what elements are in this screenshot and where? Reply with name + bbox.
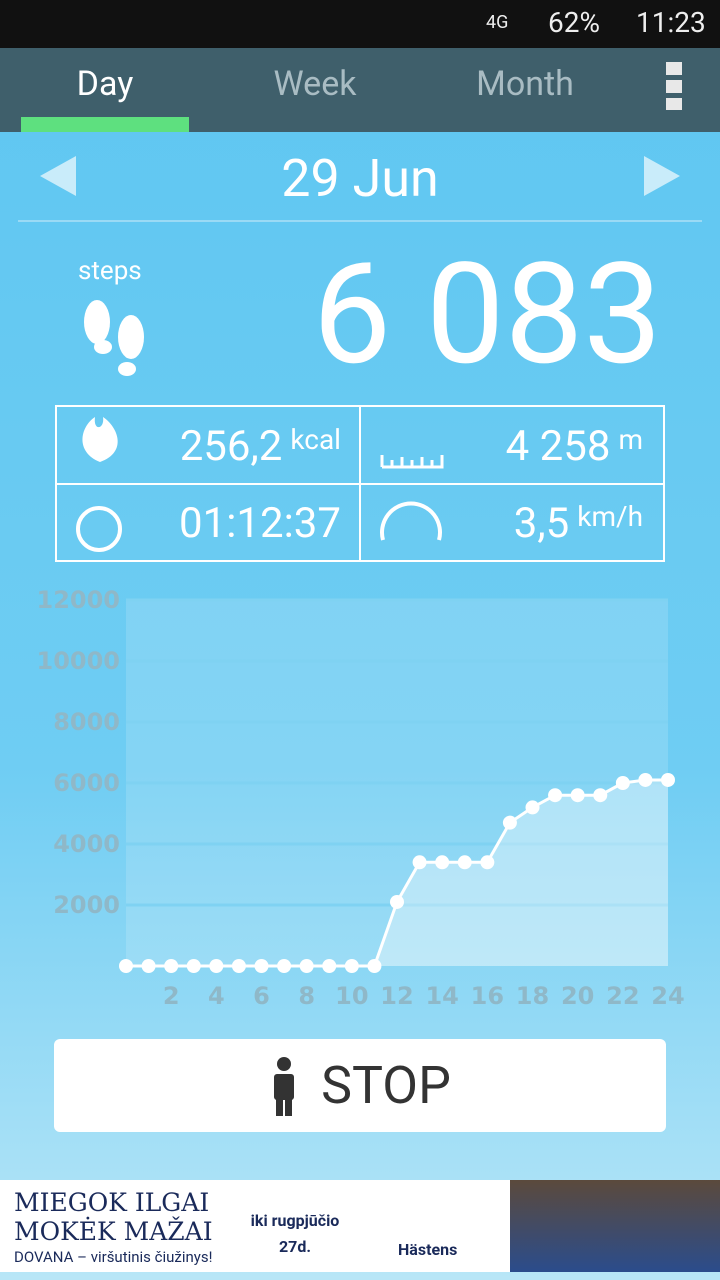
ruler-icon <box>380 455 444 469</box>
x-tick-label: 2 <box>163 982 180 1010</box>
person-icon <box>274 1056 295 1116</box>
point <box>299 959 314 973</box>
x-tick-label: 22 <box>606 982 639 1010</box>
point <box>277 959 292 973</box>
ad-brand: Hästens <box>398 1240 458 1259</box>
point <box>435 855 450 870</box>
stat-value: 256,2 <box>179 421 283 471</box>
steps-value: 6 083 <box>312 233 662 397</box>
date: 29 Jun <box>281 148 439 209</box>
point <box>570 788 585 803</box>
tab[interactable]: Month <box>476 64 574 104</box>
timer-icon <box>76 506 122 552</box>
x-tick-label: 10 <box>335 982 368 1010</box>
x-tick-label: 16 <box>471 982 504 1010</box>
x-tick-label: 8 <box>298 982 315 1010</box>
point <box>254 959 269 973</box>
stat: 3,5 km/h <box>359 484 663 562</box>
y-tick-label: 12000 <box>37 586 121 614</box>
stat: 01:12:37 <box>57 484 361 562</box>
ad-image <box>510 1180 720 1272</box>
x-tick-label: 24 <box>651 982 684 1010</box>
prev-button[interactable] <box>40 156 76 196</box>
stat: 256,2 kcal <box>57 407 361 485</box>
tab-bar: Day Week Month <box>0 48 720 132</box>
point <box>367 959 382 973</box>
point <box>615 776 630 790</box>
divider <box>57 483 663 485</box>
button-label: STOP <box>321 1055 451 1116</box>
point <box>548 788 563 803</box>
stat-value: 3,5 <box>513 498 570 548</box>
speed-icon <box>380 501 442 541</box>
stat-value: 4 258 <box>505 421 611 471</box>
point <box>638 772 653 787</box>
y-tick-label: 10000 <box>37 647 121 675</box>
ad-text: DOVANA – viršutinis čiužinys! <box>14 1248 213 1266</box>
stat-unit: m <box>618 423 643 456</box>
point <box>480 855 495 870</box>
y-tick-label: 8000 <box>53 708 120 736</box>
ad-text: MOKĖK MAŽAI <box>14 1217 213 1246</box>
point <box>164 959 179 973</box>
ad-banner[interactable]: MIEGOK ILGAI MOKĖK MAŽAI DOVANA – viršuti… <box>0 1180 720 1272</box>
x-tick-label: 4 <box>208 982 225 1010</box>
point <box>525 800 540 815</box>
stat-unit: kcal <box>290 423 341 456</box>
next-button[interactable] <box>644 156 680 196</box>
ad-date: iki rugpjūčio 27d. <box>250 1208 340 1260</box>
ad-text: iki rugpjūčio <box>250 1211 340 1230</box>
x-tick-label: 6 <box>253 982 270 1010</box>
steps-label: steps <box>78 256 142 286</box>
point <box>390 894 404 909</box>
stat: 4 258 m <box>359 407 663 485</box>
point <box>119 959 133 973</box>
steps-icon <box>84 300 144 376</box>
tab[interactable]: Day <box>76 64 134 104</box>
ad-text: MIEGOK ILGAI <box>14 1188 210 1217</box>
y-tick-label: 6000 <box>53 769 120 797</box>
y-tick-label: 2000 <box>53 891 120 919</box>
area <box>126 779 668 966</box>
network: 4G <box>486 12 509 33</box>
point <box>209 959 224 973</box>
ad-headline: MIEGOK ILGAI MOKĖK MAŽAI <box>14 1188 213 1246</box>
x-tick-label: 14 <box>425 982 458 1010</box>
point <box>141 959 156 973</box>
menu-button[interactable] <box>666 62 682 110</box>
fire-icon <box>82 417 118 462</box>
point <box>457 855 472 870</box>
point <box>186 959 201 973</box>
point <box>412 855 427 870</box>
battery: 62% <box>548 6 600 39</box>
point <box>661 772 675 787</box>
point <box>231 959 246 973</box>
point <box>502 815 517 830</box>
x-tick-label: 12 <box>380 982 413 1010</box>
ad-text: 27d. <box>278 1237 311 1256</box>
stat-value: 01:12:37 <box>179 498 341 548</box>
tab-indicator <box>21 117 189 132</box>
point <box>322 959 337 973</box>
x-tick-label: 20 <box>561 982 594 1010</box>
y-tick-label: 4000 <box>53 830 120 858</box>
clock: 11:23 <box>636 6 706 39</box>
stats-grid: 256,2 kcal 4 258 m 01:12:37 3,5 km/h <box>55 405 665 562</box>
tab[interactable]: Week <box>273 64 357 104</box>
stop-button[interactable]: STOP <box>54 1039 666 1132</box>
content <box>18 156 702 552</box>
point <box>593 788 608 803</box>
status-bar: 4G 62% 11:23 <box>0 0 720 48</box>
stat-unit: km/h <box>577 500 643 533</box>
x-tick-label: 18 <box>516 982 549 1010</box>
point <box>344 959 359 973</box>
